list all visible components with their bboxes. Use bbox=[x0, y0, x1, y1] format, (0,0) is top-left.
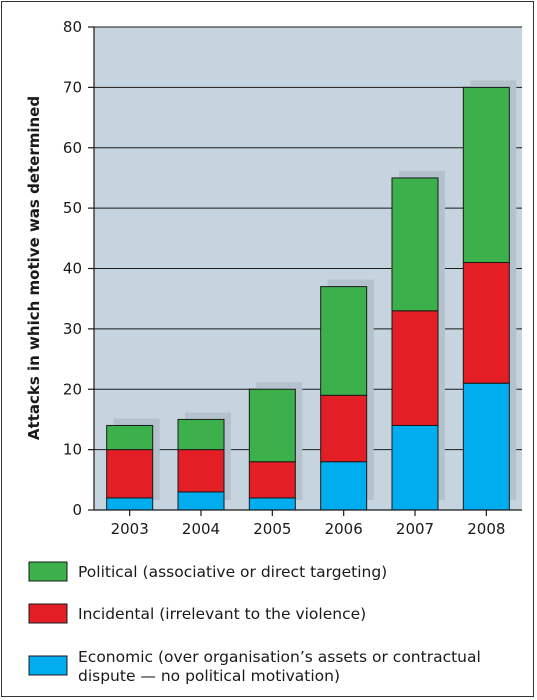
y-tick-label: 10 bbox=[63, 441, 82, 459]
bar-segment bbox=[462, 382, 510, 511]
bar-segment bbox=[391, 424, 439, 511]
bar-segment bbox=[106, 424, 154, 451]
x-tick-label: 2004 bbox=[182, 520, 220, 538]
bar-segment bbox=[462, 261, 510, 384]
bar-segment bbox=[106, 449, 154, 499]
bar-segment bbox=[106, 497, 154, 511]
y-tick-label: 70 bbox=[63, 78, 82, 96]
x-tick-label: 2006 bbox=[325, 520, 363, 538]
y-tick-label: 20 bbox=[63, 380, 82, 398]
bar-segment bbox=[248, 461, 296, 499]
y-tick-label: 0 bbox=[72, 501, 82, 519]
y-tick-label: 60 bbox=[63, 139, 82, 157]
y-tick-label: 80 bbox=[63, 18, 82, 36]
legend-swatch-incidental bbox=[28, 603, 68, 624]
bar-segment bbox=[177, 491, 225, 511]
y-tick-label: 50 bbox=[63, 199, 82, 217]
legend-swatch-political bbox=[28, 561, 68, 582]
x-tick-labels: 2003 2004 2005 2006 2007 2008 bbox=[111, 510, 505, 538]
legend-label-incidental: Incidental (irrelevant to the violence) bbox=[78, 605, 366, 623]
bar-segment bbox=[391, 310, 439, 426]
bar-segment bbox=[320, 461, 368, 511]
x-tick-label: 2005 bbox=[253, 520, 291, 538]
y-tick-label: 30 bbox=[63, 320, 82, 338]
bar-segment bbox=[248, 388, 296, 463]
bar-segment bbox=[391, 177, 439, 312]
bar-segment bbox=[177, 449, 225, 493]
bars bbox=[106, 86, 510, 511]
legend-label-economic-line1: Economic (over organisation’s assets or … bbox=[78, 648, 481, 666]
y-tick-labels: 0 10 20 30 40 50 60 70 80 bbox=[63, 18, 94, 519]
y-tick-label: 40 bbox=[63, 260, 82, 278]
gridlines bbox=[94, 26, 522, 451]
x-tick-label: 2007 bbox=[396, 520, 434, 538]
x-tick-label: 2008 bbox=[467, 520, 505, 538]
bar-segment bbox=[320, 286, 368, 396]
bar-segment bbox=[177, 418, 225, 451]
bar-segment bbox=[320, 394, 368, 463]
legend-label-political: Political (associative or direct targeti… bbox=[78, 563, 387, 581]
bar-segment bbox=[248, 497, 296, 511]
legend-label-economic-line2: dispute — no political motivation) bbox=[78, 667, 340, 685]
bar-segment bbox=[462, 86, 510, 263]
x-tick-label: 2003 bbox=[111, 520, 149, 538]
y-axis-label: Attacks in which motive was determined bbox=[25, 96, 43, 440]
legend-swatch-economic bbox=[28, 655, 68, 676]
